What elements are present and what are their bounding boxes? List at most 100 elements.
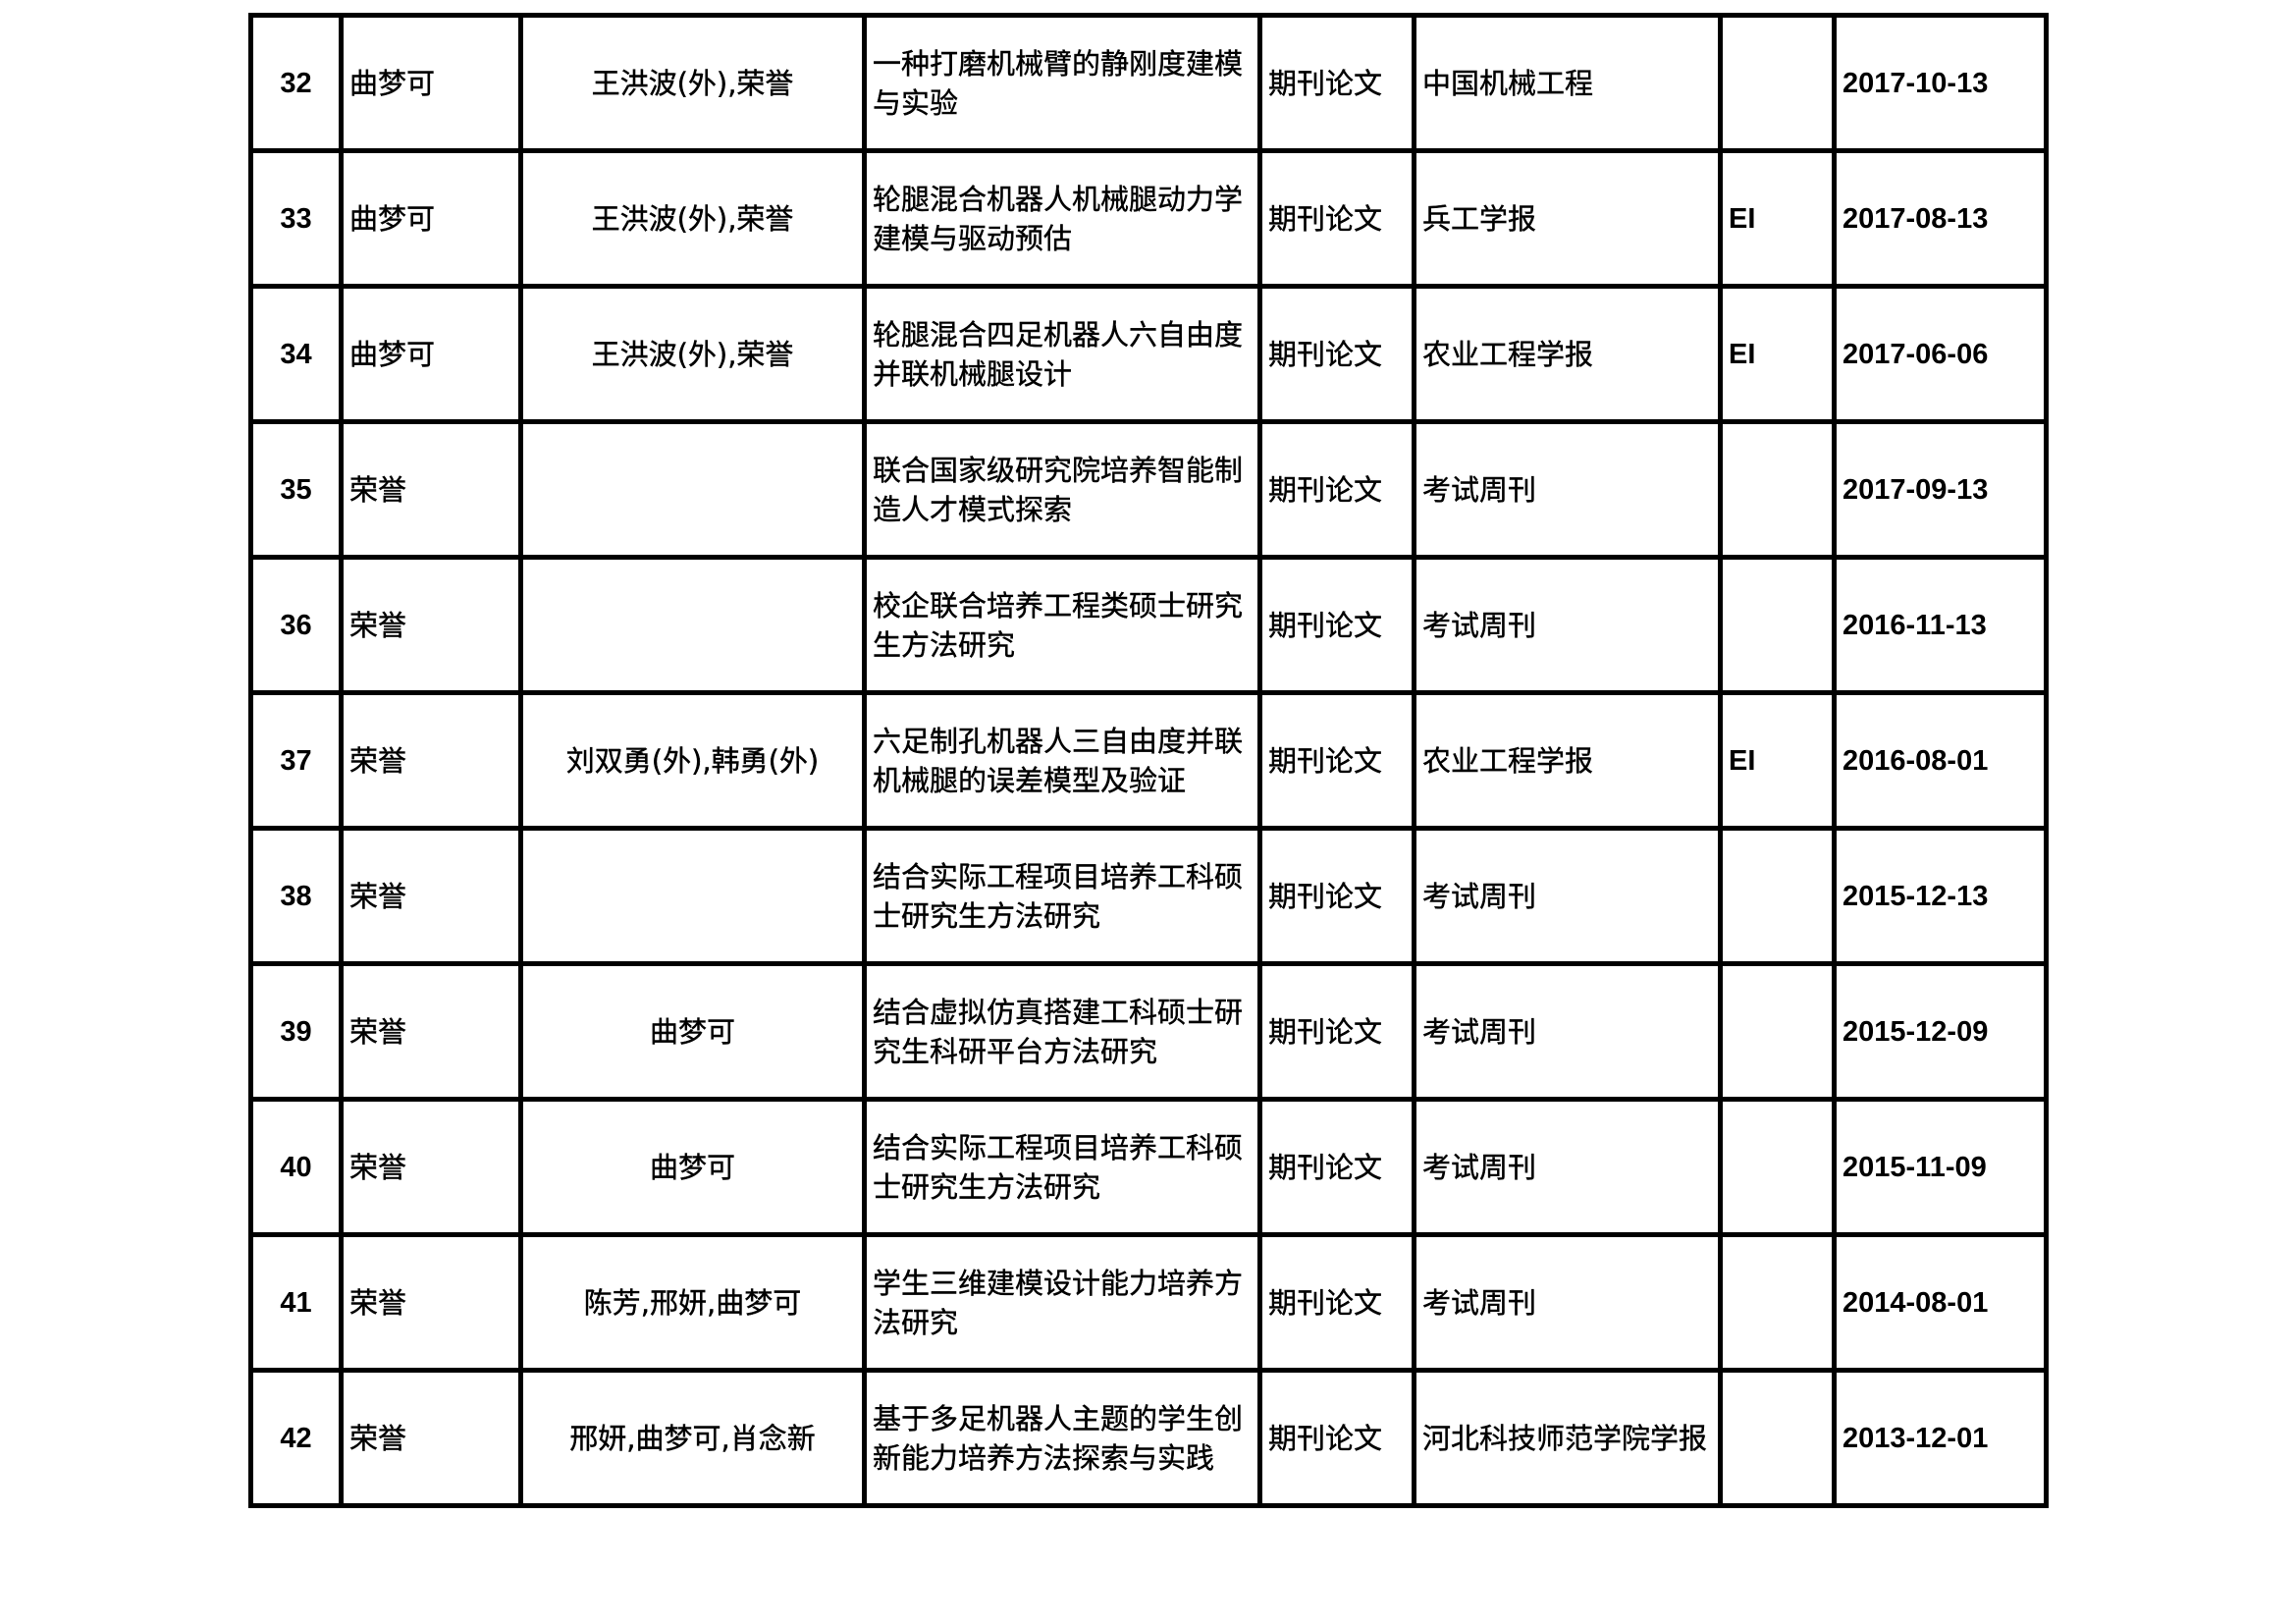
- publish-date-cell: 2015-11-09: [1832, 1097, 2049, 1237]
- paper-title-cell: 校企联合培养工程类硕士研究生方法研究: [862, 555, 1262, 695]
- first-author-cell: 荣誉: [339, 1368, 523, 1508]
- coauthors-cell: [518, 419, 867, 560]
- coauthors-cell: 曲梦可: [518, 961, 867, 1102]
- paper-title-cell: 联合国家级研究院培养智能制造人才模式探索: [862, 419, 1262, 560]
- journal-name-cell: 农业工程学报: [1412, 284, 1723, 424]
- paper-type-cell: 期刊论文: [1257, 690, 1416, 831]
- table-row: 34 曲梦可 王洪波(外),荣誉 轮腿混合四足机器人六自由度并联机械腿设计 期刊论文 农业…: [248, 284, 2049, 424]
- publish-date-cell: 2013-12-01: [1832, 1368, 2049, 1508]
- first-author-cell: 曲梦可: [339, 13, 523, 153]
- paper-type-cell: 期刊论文: [1257, 284, 1416, 424]
- table-row: 39 荣誉 曲梦可 结合虚拟仿真搭建工科硕士研究生科研平台方法研究 期刊论文 考试周刊 20…: [248, 961, 2049, 1102]
- journal-name-cell: 考试周刊: [1412, 826, 1723, 966]
- publish-date-cell: 2016-08-01: [1832, 690, 2049, 831]
- publication-table: 32 曲梦可 王洪波(外),荣誉 一种打磨机械臂的静刚度建模与实验 期刊论文 中国机械工程…: [248, 13, 2049, 1508]
- journal-name-cell: 河北科技师范学院学报: [1412, 1368, 1723, 1508]
- row-number-cell: 41: [248, 1232, 344, 1373]
- index-type-cell: [1718, 419, 1837, 560]
- publish-date-cell: 2017-10-13: [1832, 13, 2049, 153]
- coauthors-cell: 曲梦可: [518, 1097, 867, 1237]
- index-type-cell: [1718, 555, 1837, 695]
- paper-title-cell: 结合虚拟仿真搭建工科硕士研究生科研平台方法研究: [862, 961, 1262, 1102]
- paper-title-cell: 轮腿混合机器人机械腿动力学建模与驱动预估: [862, 148, 1262, 289]
- paper-title-cell: 基于多足机器人主题的学生创新能力培养方法探索与实践: [862, 1368, 1262, 1508]
- index-type-cell: [1718, 1232, 1837, 1373]
- row-number-cell: 39: [248, 961, 344, 1102]
- first-author-cell: 荣誉: [339, 1232, 523, 1373]
- row-number-cell: 37: [248, 690, 344, 831]
- paper-type-cell: 期刊论文: [1257, 1097, 1416, 1237]
- first-author-cell: 曲梦可: [339, 148, 523, 289]
- row-number-cell: 35: [248, 419, 344, 560]
- publish-date-cell: 2014-08-01: [1832, 1232, 2049, 1373]
- publish-date-cell: 2017-09-13: [1832, 419, 2049, 560]
- paper-title-cell: 一种打磨机械臂的静刚度建模与实验: [862, 13, 1262, 153]
- table-row: 35 荣誉 联合国家级研究院培养智能制造人才模式探索 期刊论文 考试周刊 2017-09-…: [248, 419, 2049, 560]
- publish-date-cell: 2017-06-06: [1832, 284, 2049, 424]
- paper-type-cell: 期刊论文: [1257, 826, 1416, 966]
- row-number-cell: 36: [248, 555, 344, 695]
- row-number-cell: 33: [248, 148, 344, 289]
- journal-name-cell: 兵工学报: [1412, 148, 1723, 289]
- journal-name-cell: 中国机械工程: [1412, 13, 1723, 153]
- first-author-cell: 曲梦可: [339, 284, 523, 424]
- coauthors-cell: [518, 555, 867, 695]
- coauthors-cell: 王洪波(外),荣誉: [518, 148, 867, 289]
- index-type-cell: [1718, 1368, 1837, 1508]
- index-type-cell: EI: [1718, 690, 1837, 831]
- row-number-cell: 32: [248, 13, 344, 153]
- first-author-cell: 荣誉: [339, 961, 523, 1102]
- row-number-cell: 42: [248, 1368, 344, 1508]
- coauthors-cell: [518, 826, 867, 966]
- journal-name-cell: 农业工程学报: [1412, 690, 1723, 831]
- coauthors-cell: 邢妍,曲梦可,肖念新: [518, 1368, 867, 1508]
- first-author-cell: 荣誉: [339, 419, 523, 560]
- index-type-cell: [1718, 961, 1837, 1102]
- paper-type-cell: 期刊论文: [1257, 961, 1416, 1102]
- coauthors-cell: 刘双勇(外),韩勇(外): [518, 690, 867, 831]
- first-author-cell: 荣誉: [339, 1097, 523, 1237]
- table-row: 37 荣誉 刘双勇(外),韩勇(外) 六足制孔机器人三自由度并联机械腿的误差模型及验证…: [248, 690, 2049, 831]
- first-author-cell: 荣誉: [339, 690, 523, 831]
- index-type-cell: [1718, 13, 1837, 153]
- table-row: 36 荣誉 校企联合培养工程类硕士研究生方法研究 期刊论文 考试周刊 2016-11-13: [248, 555, 2049, 695]
- paper-type-cell: 期刊论文: [1257, 555, 1416, 695]
- journal-name-cell: 考试周刊: [1412, 555, 1723, 695]
- paper-title-cell: 学生三维建模设计能力培养方法研究: [862, 1232, 1262, 1373]
- index-type-cell: EI: [1718, 284, 1837, 424]
- paper-type-cell: 期刊论文: [1257, 419, 1416, 560]
- first-author-cell: 荣誉: [339, 826, 523, 966]
- table-row: 33 曲梦可 王洪波(外),荣誉 轮腿混合机器人机械腿动力学建模与驱动预估 期刊论文 兵工…: [248, 148, 2049, 289]
- row-number-cell: 34: [248, 284, 344, 424]
- publish-date-cell: 2016-11-13: [1832, 555, 2049, 695]
- table-row: 42 荣誉 邢妍,曲梦可,肖念新 基于多足机器人主题的学生创新能力培养方法探索与实践期…: [248, 1368, 2049, 1508]
- index-type-cell: EI: [1718, 148, 1837, 289]
- coauthors-cell: 王洪波(外),荣誉: [518, 284, 867, 424]
- table-row: 32 曲梦可 王洪波(外),荣誉 一种打磨机械臂的静刚度建模与实验 期刊论文 中国机械工程…: [248, 13, 2049, 153]
- row-number-cell: 38: [248, 826, 344, 966]
- table-row: 38 荣誉 结合实际工程项目培养工科硕士研究生方法研究 期刊论文 考试周刊 2015-12…: [248, 826, 2049, 966]
- paper-type-cell: 期刊论文: [1257, 148, 1416, 289]
- journal-name-cell: 考试周刊: [1412, 1232, 1723, 1373]
- journal-name-cell: 考试周刊: [1412, 1097, 1723, 1237]
- paper-title-cell: 结合实际工程项目培养工科硕士研究生方法研究: [862, 826, 1262, 966]
- table-row: 41 荣誉 陈芳,邢妍,曲梦可 学生三维建模设计能力培养方法研究 期刊论文 考试周刊 201…: [248, 1232, 2049, 1373]
- paper-type-cell: 期刊论文: [1257, 1232, 1416, 1373]
- row-number-cell: 40: [248, 1097, 344, 1237]
- journal-name-cell: 考试周刊: [1412, 419, 1723, 560]
- publish-date-cell: 2015-12-09: [1832, 961, 2049, 1102]
- coauthors-cell: 陈芳,邢妍,曲梦可: [518, 1232, 867, 1373]
- paper-title-cell: 轮腿混合四足机器人六自由度并联机械腿设计: [862, 284, 1262, 424]
- coauthors-cell: 王洪波(外),荣誉: [518, 13, 867, 153]
- publish-date-cell: 2017-08-13: [1832, 148, 2049, 289]
- paper-title-cell: 结合实际工程项目培养工科硕士研究生方法研究: [862, 1097, 1262, 1237]
- paper-type-cell: 期刊论文: [1257, 13, 1416, 153]
- paper-type-cell: 期刊论文: [1257, 1368, 1416, 1508]
- table-row: 40 荣誉 曲梦可 结合实际工程项目培养工科硕士研究生方法研究 期刊论文 考试周刊 2015…: [248, 1097, 2049, 1237]
- index-type-cell: [1718, 826, 1837, 966]
- journal-name-cell: 考试周刊: [1412, 961, 1723, 1102]
- first-author-cell: 荣誉: [339, 555, 523, 695]
- paper-title-cell: 六足制孔机器人三自由度并联机械腿的误差模型及验证: [862, 690, 1262, 831]
- index-type-cell: [1718, 1097, 1837, 1237]
- publish-date-cell: 2015-12-13: [1832, 826, 2049, 966]
